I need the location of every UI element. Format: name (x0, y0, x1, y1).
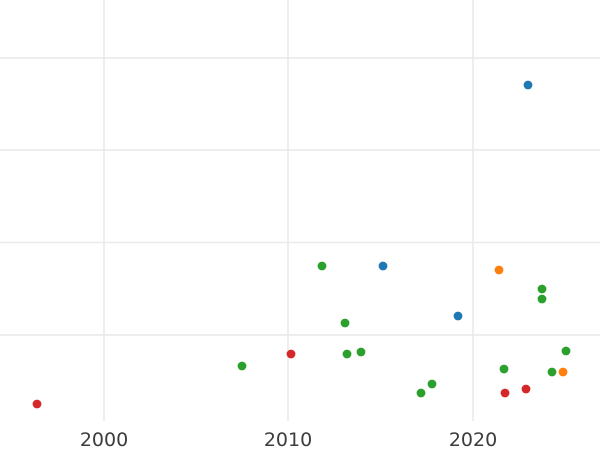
data-point-series-blue (453, 311, 463, 321)
x-tick-label: 2010 (264, 429, 312, 450)
data-point-series-orange (558, 367, 568, 377)
data-point-series-green (340, 318, 350, 328)
data-point-series-red (32, 399, 42, 409)
data-point-series-blue (523, 80, 533, 90)
data-point-series-green (317, 261, 327, 271)
data-point-series-red (286, 349, 296, 359)
data-point-series-green (237, 361, 247, 371)
data-point-series-green (416, 388, 426, 398)
data-point-series-green (342, 349, 352, 359)
data-point-series-green (427, 379, 437, 389)
x-tick-label: 2020 (449, 429, 497, 450)
data-point-series-green (499, 364, 509, 374)
data-point-series-green (537, 284, 547, 294)
data-point-series-green (561, 346, 571, 356)
data-point-series-red (521, 384, 531, 394)
data-point-series-blue (378, 261, 388, 271)
data-point-series-green (547, 367, 557, 377)
data-point-series-green (537, 294, 547, 304)
data-point-series-green (356, 347, 366, 357)
x-tick-label: 2000 (80, 429, 128, 450)
data-point-series-orange (494, 265, 504, 275)
data-point-series-red (500, 388, 510, 398)
